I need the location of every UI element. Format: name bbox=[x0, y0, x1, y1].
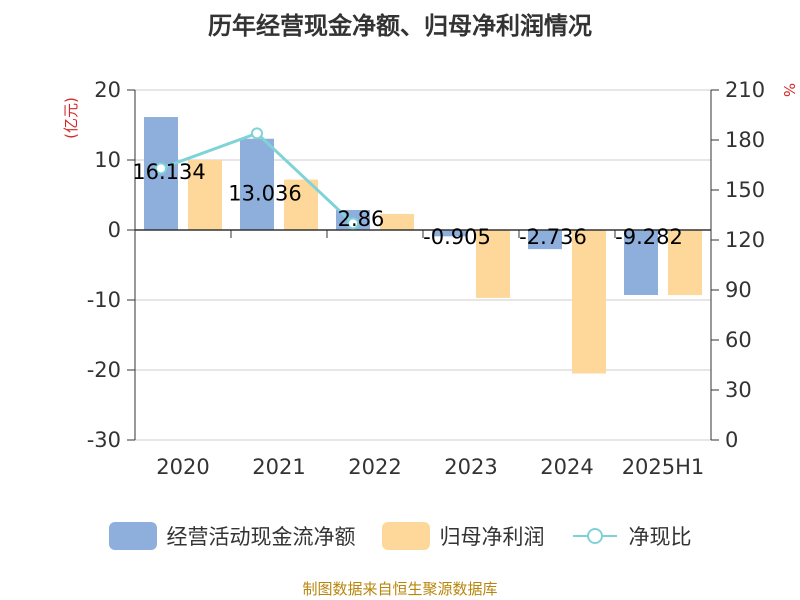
y-right-tick-label: 120 bbox=[725, 228, 765, 252]
data-labels: 16.134 13.036 2.86 -0.905 -2.736 -9.282 bbox=[132, 160, 683, 249]
y-right-tick-label: 210 bbox=[725, 78, 765, 102]
y-left-tick-label: -20 bbox=[87, 358, 121, 382]
legend-swatch-cash-flow bbox=[108, 522, 157, 550]
data-label-cash-flow: 16.134 bbox=[132, 160, 205, 184]
legend-label-ratio: 净现比 bbox=[628, 525, 692, 549]
x-tick-label: 2020 bbox=[156, 455, 209, 479]
y-right-axis-label: % bbox=[780, 83, 798, 97]
legend-swatch-ratio bbox=[572, 528, 617, 544]
bar-net-profit[interactable] bbox=[668, 230, 702, 296]
legend-item-cash-flow[interactable]: 经营活动现金流净额 bbox=[108, 521, 356, 551]
y-right-tick-label: 60 bbox=[725, 328, 752, 352]
y-right-tick-label: 150 bbox=[725, 178, 765, 202]
legend-label-cash-flow: 经营活动现金流净额 bbox=[166, 525, 356, 549]
ratio-line bbox=[155, 127, 359, 230]
y-left-tick-label: -10 bbox=[87, 288, 121, 312]
legend-swatch-net-profit bbox=[381, 522, 430, 550]
y-right-tick-label: 180 bbox=[725, 128, 765, 152]
x-tick-label: 2021 bbox=[252, 455, 305, 479]
bar-cash-flow[interactable] bbox=[240, 138, 274, 230]
ratio-point[interactable] bbox=[251, 127, 263, 140]
bars bbox=[144, 117, 702, 374]
legend-item-net-profit[interactable]: 归母净利润 bbox=[381, 521, 545, 551]
ratio-point[interactable] bbox=[155, 162, 167, 175]
bar-net-profit[interactable] bbox=[572, 230, 606, 374]
x-tick-label: 2025H1 bbox=[622, 455, 705, 479]
y-right-tick-label: 0 bbox=[725, 428, 738, 452]
bar-cash-flow[interactable] bbox=[624, 230, 658, 295]
data-source-note: 制图数据来自恒生聚源数据库 bbox=[302, 580, 498, 598]
y-right-tick-label: 90 bbox=[725, 278, 752, 302]
y-left-tick-label: 10 bbox=[94, 148, 121, 172]
data-label-cash-flow: 2.86 bbox=[338, 207, 385, 231]
legend-item-ratio[interactable]: 净现比 bbox=[571, 521, 692, 551]
legend: 经营活动现金流净额 归母净利润 净现比 bbox=[0, 516, 800, 556]
bar-cash-flow[interactable] bbox=[528, 230, 562, 250]
bar-cash-flow[interactable] bbox=[432, 230, 466, 237]
y-left-tick-label: 0 bbox=[108, 218, 121, 242]
x-tick-label: 2024 bbox=[540, 455, 593, 479]
bar-net-profit[interactable] bbox=[476, 230, 510, 298]
ratio-point[interactable] bbox=[347, 217, 359, 230]
axes bbox=[127, 89, 719, 441]
x-tick-label: 2023 bbox=[444, 455, 497, 479]
legend-label-net-profit: 归母净利润 bbox=[439, 525, 545, 549]
chart-title: 历年经营现金净额、归母净利润情况 bbox=[208, 12, 592, 40]
bar-net-profit[interactable] bbox=[284, 179, 318, 230]
y-left-tick-label: -30 bbox=[87, 428, 121, 452]
bar-net-profit[interactable] bbox=[188, 160, 222, 230]
bar-net-profit[interactable] bbox=[380, 213, 414, 230]
tick-labels: 20 10 0 -10 -20 -30 210 180 150 120 90 60 30 0 2020 202… bbox=[87, 78, 765, 479]
data-label-cash-flow: 13.036 bbox=[228, 182, 301, 206]
data-label-cash-flow: -0.905 bbox=[423, 225, 491, 249]
y-left-axis-label: (亿元) bbox=[62, 97, 80, 139]
x-tick-label: 2022 bbox=[348, 455, 401, 479]
data-label-cash-flow: -9.282 bbox=[615, 225, 683, 249]
data-label-cash-flow: -2.736 bbox=[519, 225, 587, 249]
y-right-tick-label: 30 bbox=[725, 378, 752, 402]
y-left-tick-label: 20 bbox=[94, 78, 121, 102]
